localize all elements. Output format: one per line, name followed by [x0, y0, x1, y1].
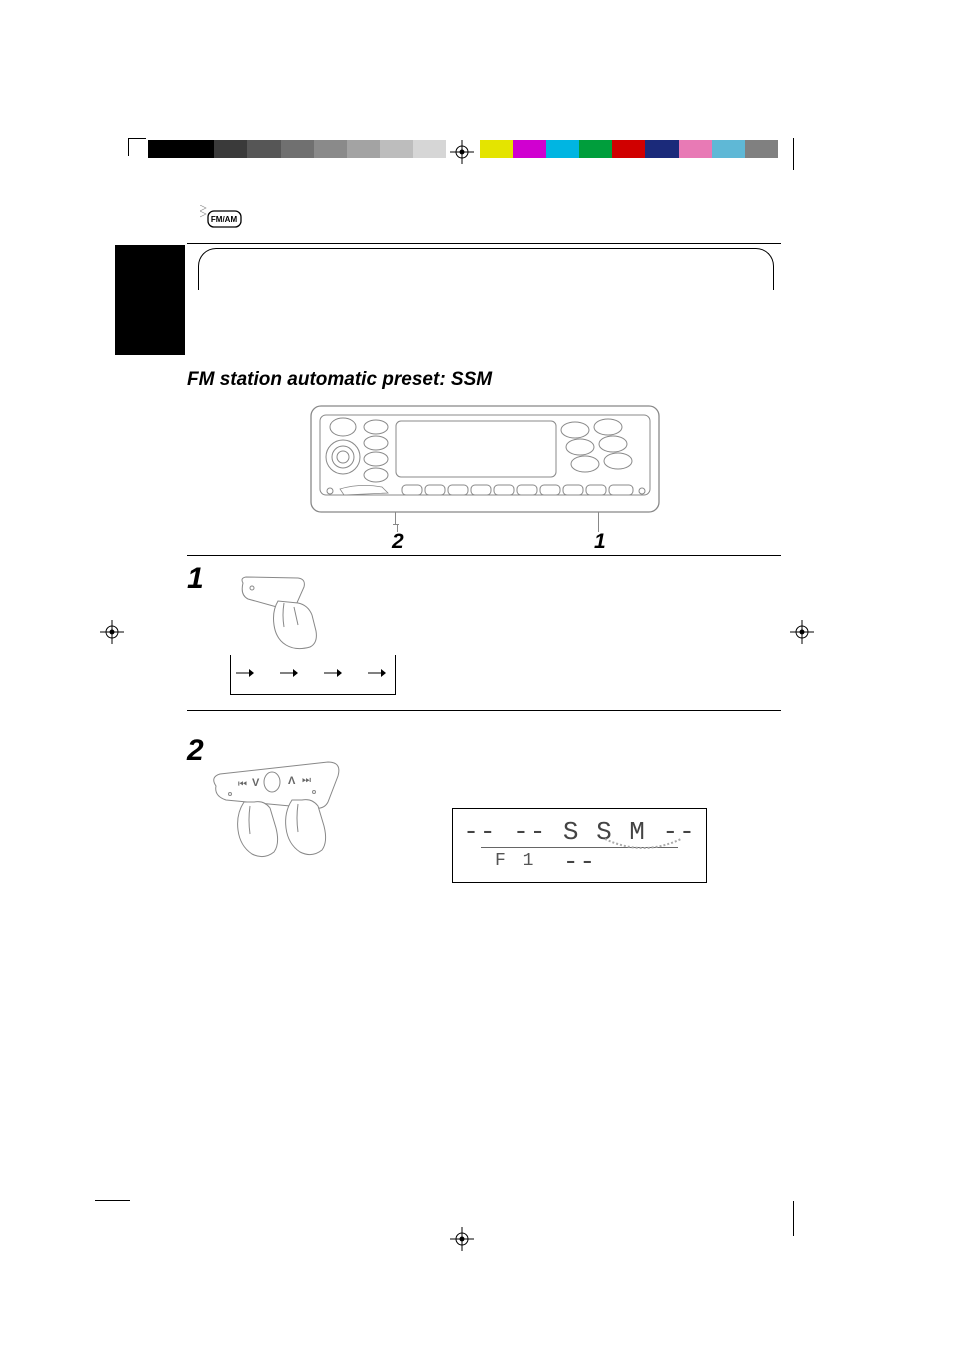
crop-mark-bl	[95, 1200, 130, 1201]
callout-pointer	[598, 512, 599, 532]
section-heading-capsule	[198, 248, 774, 290]
lcd-display: -- -- S S M -- -- F 1	[452, 808, 707, 883]
svg-text:FM/AM: FM/AM	[211, 215, 238, 224]
swatch	[214, 140, 247, 158]
callout-label: 1	[594, 530, 606, 554]
callout-label: 2	[392, 530, 404, 554]
lcd-arc-icon	[603, 837, 683, 855]
crop-mark-br	[793, 1201, 794, 1236]
swatch	[148, 140, 181, 158]
fm-am-badge-icon: FM/AM	[200, 205, 244, 233]
swatch	[281, 140, 314, 158]
registration-mark-icon	[790, 620, 814, 644]
horizontal-rule	[187, 555, 781, 556]
registration-mark-icon	[100, 620, 124, 644]
horizontal-rule	[187, 243, 781, 244]
swatch	[413, 140, 446, 158]
swatch	[612, 140, 645, 158]
arrow-right-icon	[280, 668, 298, 678]
registration-mark-icon	[450, 1227, 474, 1251]
swatch	[745, 140, 778, 158]
swatch	[380, 140, 413, 158]
svg-text:V: V	[252, 777, 260, 789]
swatch	[347, 140, 380, 158]
swatch	[645, 140, 678, 158]
callout-pointer	[393, 524, 399, 525]
section-title: FM station automatic preset: SSM	[187, 369, 492, 391]
horizontal-rule	[187, 710, 781, 711]
arrow-right-icon	[236, 668, 254, 678]
swatch	[513, 140, 546, 158]
car-stereo-illustration	[310, 405, 660, 513]
lcd-line2: F 1	[495, 851, 536, 871]
swatch	[247, 140, 280, 158]
callout-pointer	[395, 512, 396, 524]
crop-mark-tl	[128, 138, 146, 156]
arrow-right-icon	[324, 668, 342, 678]
swatch	[181, 140, 214, 158]
svg-text:⏮: ⏮	[238, 779, 247, 790]
registration-mark-icon	[450, 140, 474, 164]
svg-text:⏭: ⏭	[302, 775, 311, 786]
swatch	[480, 140, 513, 158]
hand-press-two-buttons-illustration: ⏮ V Λ ⏭	[210, 760, 350, 880]
swatch	[712, 140, 745, 158]
hand-press-button-illustration	[238, 575, 328, 655]
margin-tab	[115, 245, 185, 355]
swatch	[546, 140, 579, 158]
svg-text:Λ: Λ	[288, 775, 296, 787]
swatch	[314, 140, 347, 158]
step-number: 2	[187, 734, 204, 768]
swatch	[679, 140, 712, 158]
step-number: 1	[187, 562, 204, 596]
arrow-right-icon	[368, 668, 386, 678]
crop-mark-tr	[793, 138, 794, 170]
swatch	[579, 140, 612, 158]
